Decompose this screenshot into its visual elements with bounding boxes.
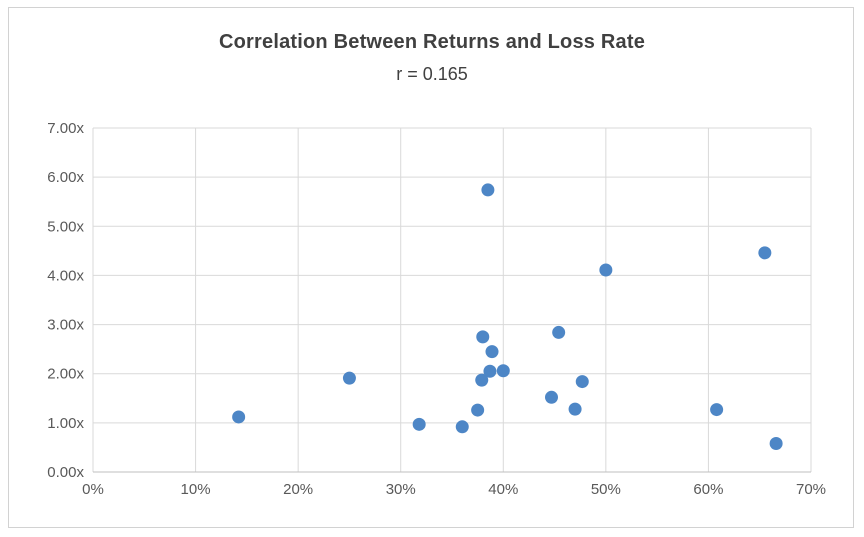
data-point: [481, 183, 495, 197]
y-tick-label: 2.00x: [47, 366, 84, 383]
y-tick-label: 7.00x: [47, 120, 84, 137]
data-point: [475, 373, 489, 387]
y-tick-label: 1.00x: [47, 415, 84, 432]
data-point: [710, 403, 724, 417]
data-point: [758, 246, 772, 260]
data-point: [485, 345, 499, 359]
y-tick-label: 6.00x: [47, 169, 84, 186]
y-tick-label: 3.00x: [47, 317, 84, 334]
data-point: [455, 420, 469, 434]
x-tick-label: 30%: [386, 481, 416, 498]
data-point: [769, 436, 783, 450]
data-point: [232, 410, 246, 424]
y-tick-label: 5.00x: [47, 218, 84, 235]
chart-frame: Correlation Between Returns and Loss Rat…: [8, 7, 854, 528]
y-tick-label: 0.00x: [47, 464, 84, 481]
y-tick-label: 4.00x: [47, 267, 84, 284]
data-point: [568, 402, 582, 416]
data-point: [552, 325, 566, 339]
chart-subtitle: r = 0.165: [396, 64, 468, 84]
x-tick-label: 0%: [82, 481, 104, 498]
x-tick-label: 60%: [693, 481, 723, 498]
x-tick-label: 50%: [591, 481, 621, 498]
data-point: [496, 364, 510, 378]
data-point: [599, 263, 613, 277]
x-tick-label: 20%: [283, 481, 313, 498]
data-point: [476, 330, 490, 344]
x-tick-label: 10%: [181, 481, 211, 498]
data-point: [412, 417, 426, 431]
chart-title: Correlation Between Returns and Loss Rat…: [218, 31, 646, 53]
data-point: [342, 371, 356, 385]
data-point: [483, 364, 497, 378]
data-point: [575, 375, 589, 389]
data-point: [471, 403, 485, 417]
x-tick-label: 40%: [488, 481, 518, 498]
data-point: [544, 390, 558, 404]
x-tick-label: 70%: [796, 481, 826, 498]
